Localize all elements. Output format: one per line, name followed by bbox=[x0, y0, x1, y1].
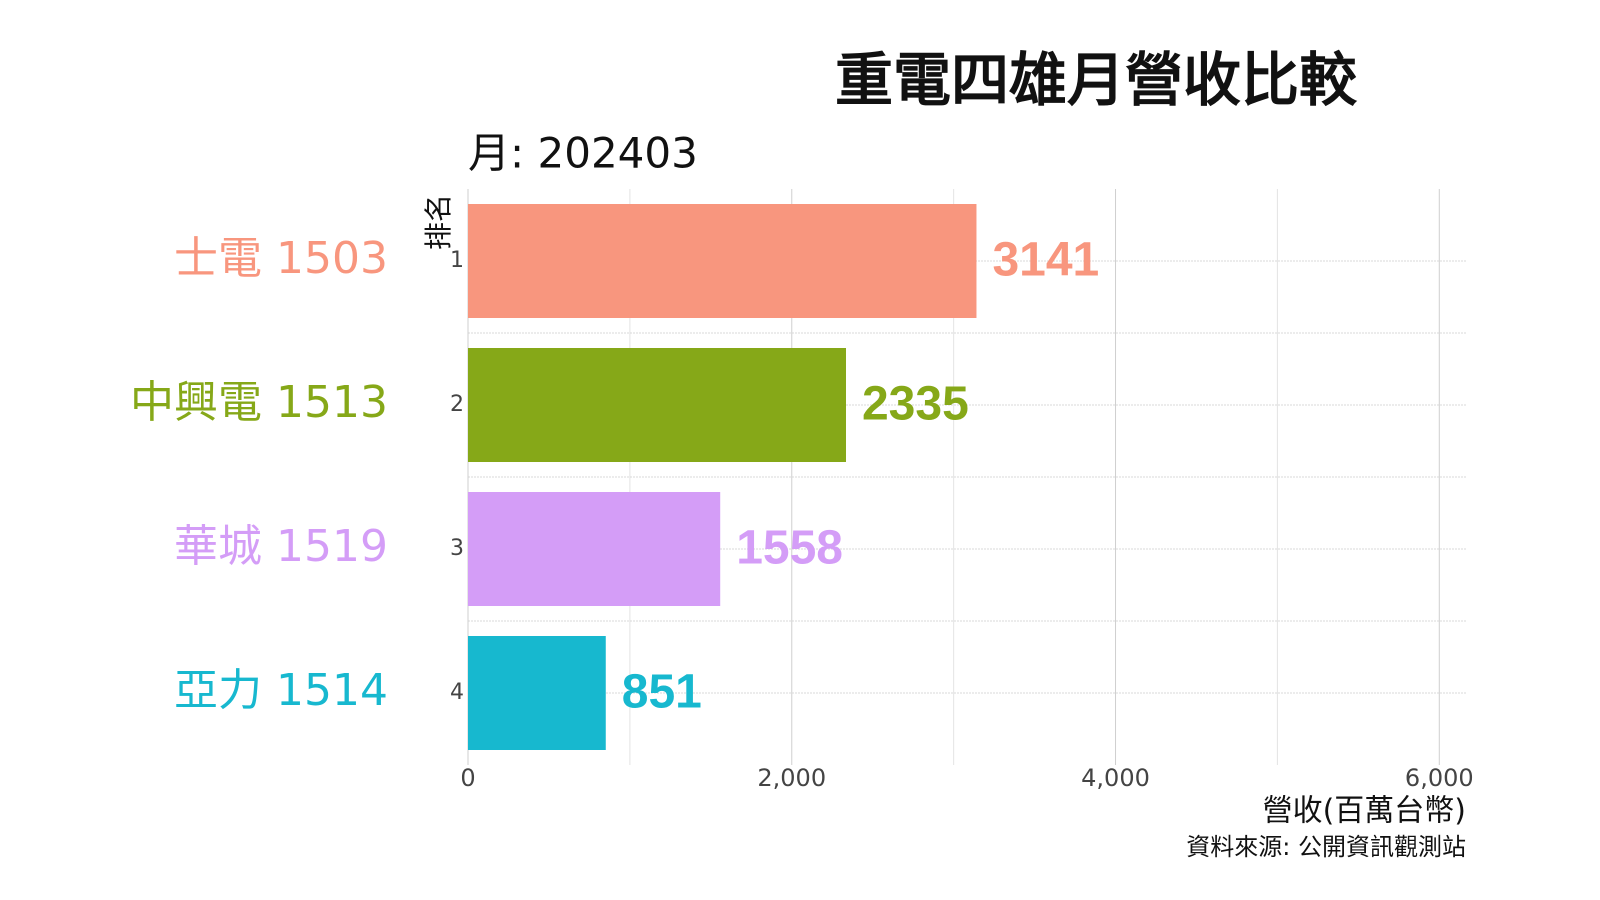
chart-title: 重電四雄月營收比較 bbox=[835, 46, 1358, 114]
rank-label: 2 bbox=[450, 392, 464, 417]
x-tick-label: 4,000 bbox=[1081, 764, 1150, 792]
x-tick-label: 0 bbox=[460, 764, 475, 792]
chart-subtitle: 月: 202403 bbox=[468, 129, 698, 178]
caption: 資料來源: 公開資訊觀測站 bbox=[1186, 833, 1466, 861]
x-tick-label: 2,000 bbox=[757, 764, 826, 792]
category-label: 亞力 1514 bbox=[174, 665, 388, 716]
x-tick-label: 6,000 bbox=[1405, 764, 1474, 792]
x-axis-label: 營收(百萬台幣) bbox=[1263, 794, 1466, 829]
category-label: 華城 1519 bbox=[174, 521, 388, 572]
bar bbox=[468, 492, 721, 606]
value-label: 851 bbox=[622, 666, 702, 719]
category-label: 中興電 1513 bbox=[130, 377, 388, 428]
bar bbox=[468, 204, 977, 318]
rank-label: 3 bbox=[450, 536, 464, 561]
bar bbox=[468, 636, 606, 750]
y-axis-label: 排名 bbox=[422, 194, 455, 250]
bar bbox=[468, 348, 846, 462]
value-label: 3141 bbox=[992, 234, 1099, 287]
category-label: 士電 1503 bbox=[174, 233, 388, 284]
value-label: 1558 bbox=[736, 522, 843, 575]
rank-label: 4 bbox=[450, 680, 464, 705]
value-label: 2335 bbox=[862, 378, 969, 431]
rank-label: 1 bbox=[450, 248, 464, 273]
